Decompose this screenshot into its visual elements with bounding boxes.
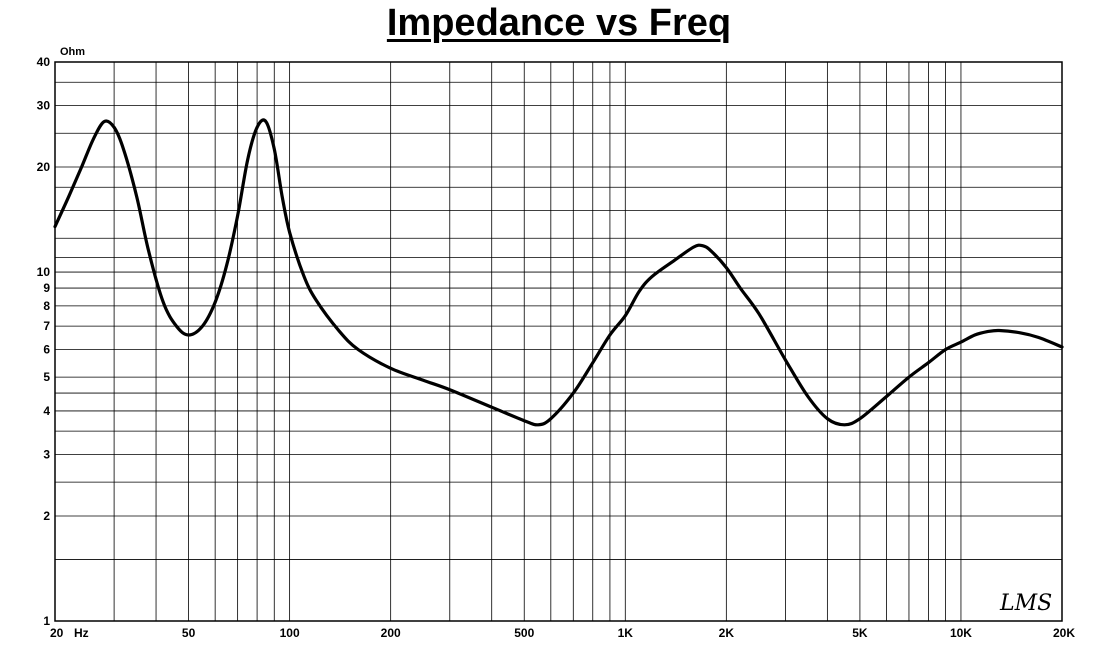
x-axis-ticks: 20 50 100 200 500 1K 2K 5K 10K 20K — [50, 626, 1075, 640]
x-tick-label: 500 — [514, 626, 534, 640]
y-tick-label: 6 — [43, 342, 50, 356]
plot-frame — [54, 61, 1063, 622]
y-tick-label: 9 — [43, 281, 50, 295]
x-tick-label: 100 — [280, 626, 300, 640]
y-tick-label: 4 — [43, 404, 50, 418]
impedance-curve — [53, 118, 1064, 427]
lms-watermark: LMS — [999, 591, 1052, 616]
y-tick-label: 8 — [43, 299, 50, 313]
y-tick-label: 10 — [37, 265, 51, 279]
grid — [54, 62, 1063, 621]
y-tick-label: 40 — [37, 55, 51, 69]
x-tick-label: 20K — [1053, 626, 1075, 640]
chart-title: Impedance vs Freq — [386, 2, 732, 44]
y-tick-label: 30 — [37, 99, 51, 113]
y-tick-label: 1 — [43, 614, 50, 628]
y-tick-label: 7 — [43, 319, 50, 333]
x-axis-unit-label: Hz — [74, 626, 89, 640]
y-axis-ticks: 1 2 3 4 5 6 7 8 9 10 20 30 40 — [37, 55, 51, 628]
y-tick-label: 2 — [43, 509, 50, 523]
y-tick-label: 5 — [43, 370, 50, 384]
y-tick-label: 20 — [37, 160, 51, 174]
x-tick-label: 5K — [852, 626, 868, 640]
x-tick-label: 200 — [381, 626, 401, 640]
x-tick-label: 20 — [50, 626, 64, 640]
x-tick-label: 50 — [182, 626, 196, 640]
series-layer — [53, 118, 1064, 427]
y-axis-unit-label: Ohm — [60, 46, 85, 58]
x-tick-label: 2K — [719, 626, 735, 640]
y-tick-label: 3 — [43, 448, 50, 462]
x-tick-label: 10K — [950, 626, 972, 640]
x-tick-label: 1K — [618, 626, 634, 640]
